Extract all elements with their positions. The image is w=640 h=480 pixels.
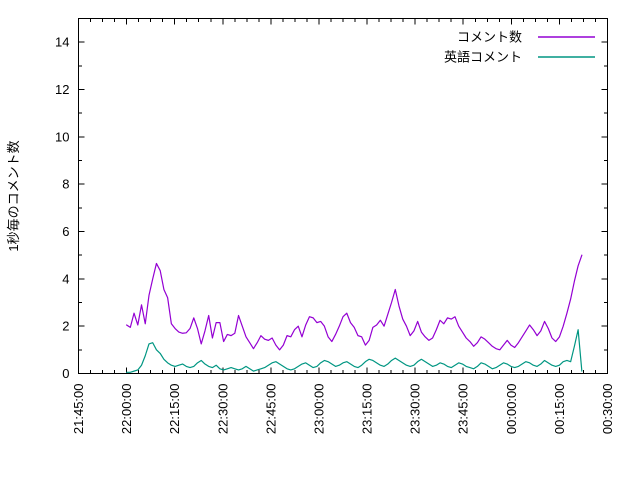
x-axis-tick-labels: 21:45:00 22:00:00 22:15:00 22:30:00 22:45:00…: [71, 384, 615, 435]
series-line-english-comment: [125, 329, 583, 373]
x-tick-label: 23:00:00: [311, 384, 326, 435]
x-tick-label: 23:30:00: [408, 384, 423, 435]
y-tick-label: 4: [62, 271, 69, 286]
x-tick-label: 23:45:00: [456, 384, 471, 435]
legend-label: 英語コメント: [444, 50, 522, 65]
y-tick-label: 0: [62, 366, 69, 381]
x-tick-label: 23:15:00: [360, 384, 375, 435]
x-tick-label: 00:15:00: [552, 384, 567, 435]
legend-label: コメント数: [457, 30, 522, 45]
data-series-layer: [125, 254, 583, 373]
x-tick-label: 00:00:00: [504, 384, 519, 435]
y-tick-label: 2: [62, 319, 69, 334]
x-tick-label: 22:00:00: [119, 384, 134, 435]
x-tick-label: 22:30:00: [215, 384, 230, 435]
y-axis-ticks: [78, 18, 608, 374]
y-tick-label: 10: [55, 129, 69, 144]
y-axis-title: 1秒毎のコメント数: [6, 140, 21, 251]
y-tick-label: 8: [62, 177, 69, 192]
x-axis-ticks: [78, 18, 608, 374]
x-tick-label: 22:45:00: [263, 384, 278, 435]
series-line-comment-count: [125, 254, 583, 351]
x-tick-label: 00:30:00: [600, 384, 615, 435]
y-tick-label: 14: [55, 35, 69, 50]
y-tick-label: 6: [62, 224, 69, 239]
y-tick-label: 12: [55, 82, 69, 97]
y-axis-tick-labels: 0 2 4 6 8 10 12 14: [55, 35, 69, 381]
x-tick-label: 21:45:00: [71, 384, 86, 435]
x-tick-label: 22:15:00: [167, 384, 182, 435]
